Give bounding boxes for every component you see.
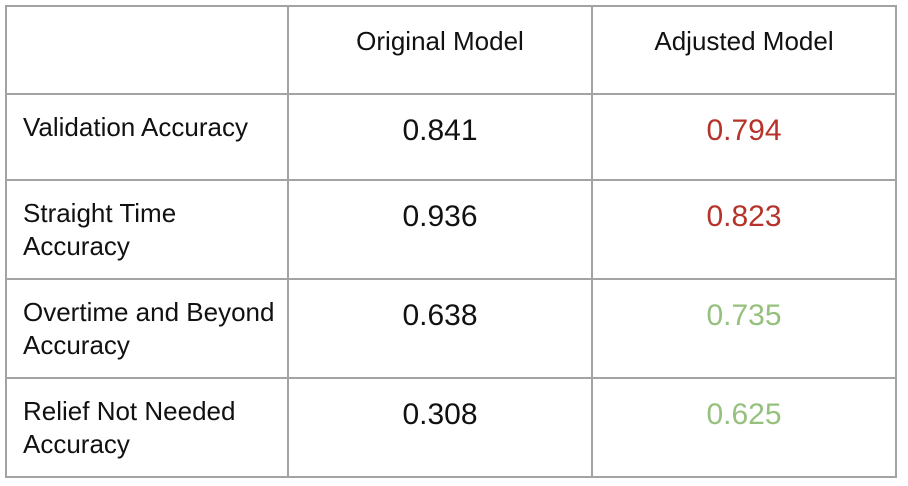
header-adjusted-model: Adjusted Model — [591, 5, 897, 95]
adjusted-value: 0.823 — [591, 179, 897, 280]
comparison-table: Original Model Adjusted Model Validation… — [5, 5, 897, 478]
header-row: Original Model Adjusted Model — [5, 5, 897, 95]
row-label-overtime-and-beyond-accuracy: Overtime and Beyond Accuracy — [5, 278, 289, 379]
header-corner-cell — [5, 5, 289, 95]
row-label-straight-time-accuracy: Straight Time Accuracy — [5, 179, 289, 280]
adjusted-value: 0.794 — [591, 93, 897, 181]
adjusted-value: 0.735 — [591, 278, 897, 379]
original-value: 0.841 — [287, 93, 593, 181]
row-label-validation-accuracy: Validation Accuracy — [5, 93, 289, 181]
original-value: 0.638 — [287, 278, 593, 379]
table-row: Overtime and Beyond Accuracy 0.638 0.735 — [5, 278, 897, 379]
row-label-relief-not-needed-accuracy: Relief Not Needed Accuracy — [5, 377, 289, 478]
table-row: Straight Time Accuracy 0.936 0.823 — [5, 179, 897, 280]
table-row: Validation Accuracy 0.841 0.794 — [5, 93, 897, 181]
adjusted-value: 0.625 — [591, 377, 897, 478]
header-original-model: Original Model — [287, 5, 593, 95]
original-value: 0.308 — [287, 377, 593, 478]
table-row: Relief Not Needed Accuracy 0.308 0.625 — [5, 377, 897, 478]
original-value: 0.936 — [287, 179, 593, 280]
